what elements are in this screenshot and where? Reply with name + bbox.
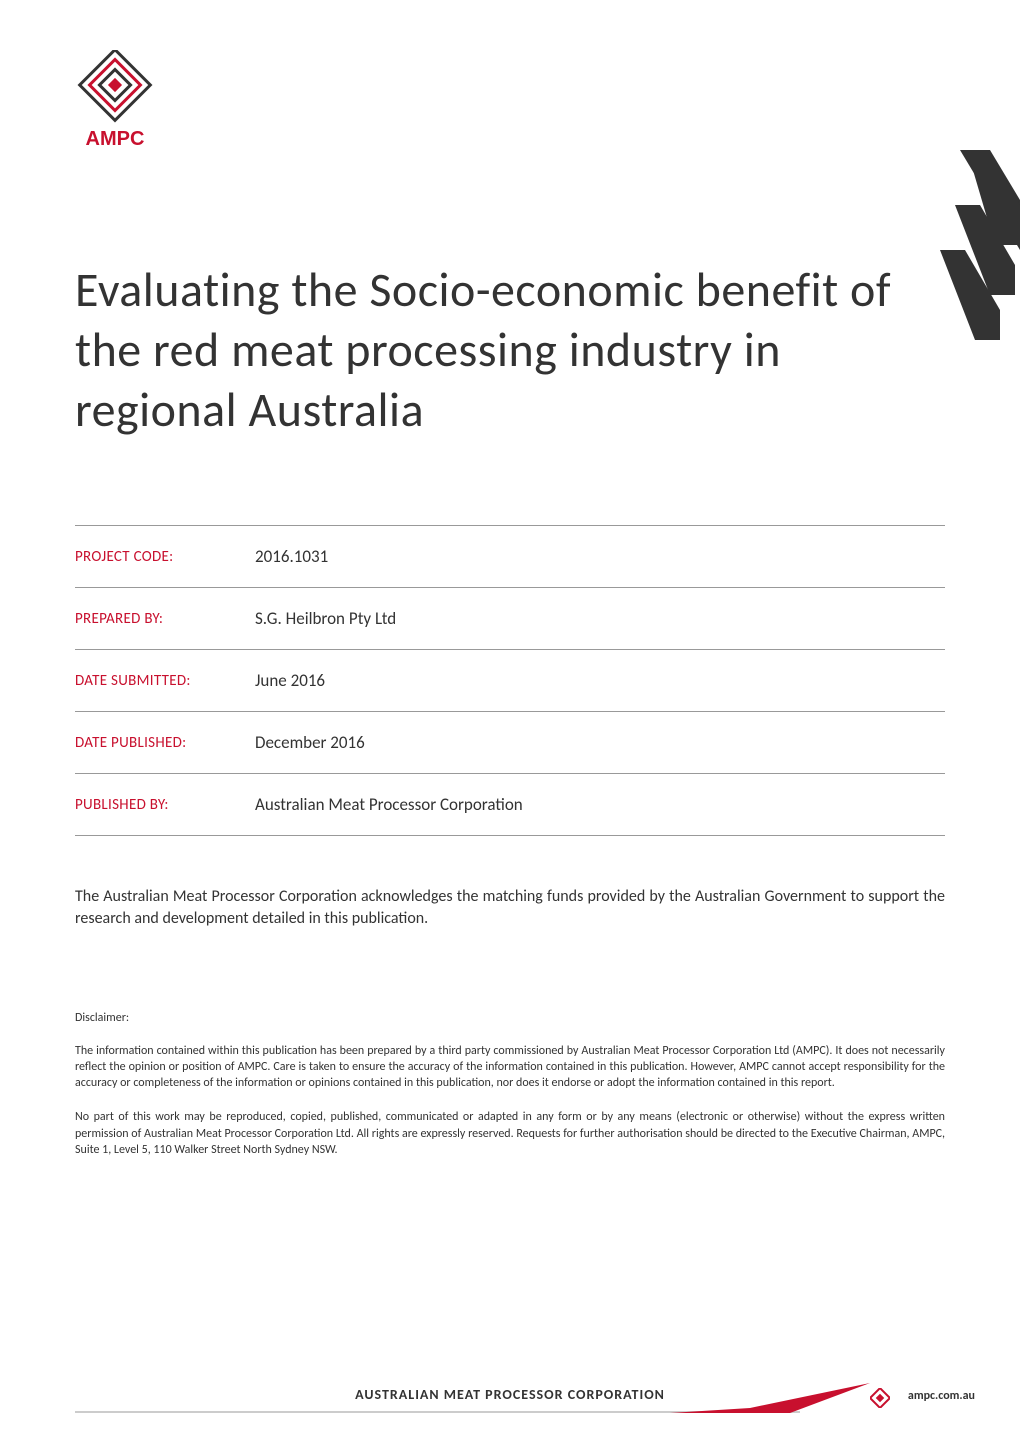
ampc-logo: AMPC — [75, 50, 155, 155]
corner-stripes-decoration — [940, 150, 1020, 350]
metadata-row: DATE SUBMITTED: June 2016 — [75, 650, 945, 712]
metadata-value: 2016.1031 — [255, 526, 945, 588]
metadata-label: PUBLISHED BY: — [75, 774, 255, 836]
acknowledgement-text: The Australian Meat Processor Corporatio… — [75, 886, 945, 931]
metadata-label: DATE SUBMITTED: — [75, 650, 255, 712]
disclaimer-heading: Disclaimer: — [75, 1011, 945, 1025]
metadata-value: December 2016 — [255, 712, 945, 774]
metadata-label: DATE PUBLISHED: — [75, 712, 255, 774]
footer-url: ampc.com.au — [908, 1389, 975, 1403]
document-title: Evaluating the Socio-economic benefit of… — [75, 260, 945, 440]
footer-organization: AUSTRALIAN MEAT PROCESSOR CORPORATION — [355, 1386, 665, 1403]
page-footer: AUSTRALIAN MEAT PROCESSOR CORPORATION am… — [0, 1363, 1020, 1413]
svg-text:AMPC: AMPC — [86, 128, 145, 150]
footer-diamond-icon — [870, 1388, 890, 1408]
metadata-value: Australian Meat Processor Corporation — [255, 774, 945, 836]
metadata-label: PROJECT CODE: — [75, 526, 255, 588]
metadata-table: PROJECT CODE: 2016.1031 PREPARED BY: S.G… — [75, 525, 945, 836]
metadata-row: DATE PUBLISHED: December 2016 — [75, 712, 945, 774]
metadata-value: June 2016 — [255, 650, 945, 712]
metadata-value: S.G. Heilbron Pty Ltd — [255, 588, 945, 650]
disclaimer-paragraph: No part of this work may be reproduced, … — [75, 1109, 945, 1158]
metadata-row: PROJECT CODE: 2016.1031 — [75, 526, 945, 588]
metadata-row: PUBLISHED BY: Australian Meat Processor … — [75, 774, 945, 836]
metadata-row: PREPARED BY: S.G. Heilbron Pty Ltd — [75, 588, 945, 650]
metadata-label: PREPARED BY: — [75, 588, 255, 650]
footer-accent-shape — [670, 1383, 870, 1413]
document-page: AMPC Evaluating the Socio-economic benef… — [0, 0, 1020, 1443]
disclaimer-paragraph: The information contained within this pu… — [75, 1043, 945, 1092]
